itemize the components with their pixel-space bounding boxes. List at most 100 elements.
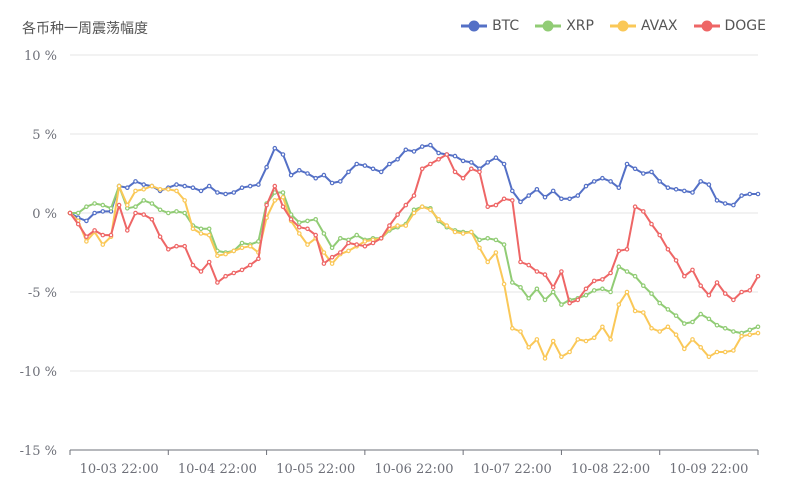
data-point[interactable] <box>624 247 630 252</box>
data-point[interactable] <box>452 153 458 159</box>
data-point[interactable] <box>411 149 417 154</box>
data-point[interactable] <box>166 247 171 252</box>
data-point[interactable] <box>600 286 605 292</box>
data-point[interactable] <box>436 150 441 156</box>
data-point[interactable] <box>280 190 286 195</box>
data-point[interactable] <box>509 280 515 285</box>
data-point[interactable] <box>747 288 753 293</box>
data-point[interactable] <box>567 349 572 355</box>
data-point[interactable] <box>657 329 663 334</box>
data-point[interactable] <box>272 145 278 151</box>
data-point[interactable] <box>100 242 106 247</box>
data-point[interactable] <box>550 289 556 295</box>
data-point[interactable] <box>133 204 138 210</box>
data-point[interactable] <box>280 194 286 200</box>
data-point[interactable] <box>296 231 302 236</box>
data-point[interactable] <box>493 155 499 161</box>
data-point[interactable] <box>182 210 188 216</box>
data-point[interactable] <box>706 182 712 187</box>
data-point[interactable] <box>337 236 343 241</box>
data-point[interactable] <box>509 188 515 194</box>
data-point[interactable] <box>321 231 327 236</box>
data-point[interactable] <box>84 239 89 244</box>
data-point[interactable] <box>272 198 278 203</box>
data-point[interactable] <box>722 291 728 296</box>
data-point[interactable] <box>223 191 228 197</box>
data-point[interactable] <box>321 172 327 178</box>
data-point[interactable] <box>649 169 654 175</box>
data-point[interactable] <box>428 207 433 213</box>
data-point[interactable] <box>231 248 237 254</box>
data-point[interactable] <box>575 297 581 303</box>
data-point[interactable] <box>133 210 138 216</box>
data-point[interactable] <box>362 163 368 168</box>
data-point[interactable] <box>387 161 392 167</box>
data-point[interactable] <box>337 250 343 255</box>
data-point[interactable] <box>600 324 605 330</box>
data-point[interactable] <box>346 169 351 175</box>
data-point[interactable] <box>567 300 572 306</box>
data-point[interactable] <box>84 218 89 224</box>
data-point[interactable] <box>485 160 491 165</box>
data-point[interactable] <box>681 346 687 352</box>
data-point[interactable] <box>559 269 564 274</box>
data-point[interactable] <box>747 191 753 197</box>
data-point[interactable] <box>256 239 261 244</box>
data-point[interactable] <box>280 152 286 157</box>
data-point[interactable] <box>649 221 654 227</box>
data-point[interactable] <box>296 224 302 230</box>
data-point[interactable] <box>190 262 196 268</box>
data-point[interactable] <box>698 344 704 350</box>
data-point[interactable] <box>362 243 368 249</box>
data-point[interactable] <box>755 330 761 336</box>
data-point[interactable] <box>436 217 441 222</box>
data-point[interactable] <box>378 236 384 241</box>
data-point[interactable] <box>722 201 728 206</box>
data-point[interactable] <box>92 201 97 206</box>
data-point[interactable] <box>100 232 106 238</box>
data-point[interactable] <box>550 188 556 194</box>
data-point[interactable] <box>755 191 761 197</box>
data-point[interactable] <box>288 217 294 222</box>
data-point[interactable] <box>526 295 532 301</box>
data-point[interactable] <box>460 175 466 181</box>
data-point[interactable] <box>436 157 441 162</box>
data-point[interactable] <box>378 169 384 175</box>
data-point[interactable] <box>215 280 220 285</box>
data-point[interactable] <box>665 247 671 252</box>
data-point[interactable] <box>419 144 425 149</box>
data-point[interactable] <box>174 182 179 187</box>
data-point[interactable] <box>100 202 106 208</box>
data-point[interactable] <box>174 243 179 249</box>
data-point[interactable] <box>92 228 97 233</box>
data-point[interactable] <box>190 226 196 232</box>
data-point[interactable] <box>215 190 220 195</box>
data-point[interactable] <box>468 166 474 172</box>
data-point[interactable] <box>198 269 204 274</box>
data-point[interactable] <box>591 288 597 293</box>
data-point[interactable] <box>640 283 646 289</box>
data-point[interactable] <box>501 242 507 247</box>
data-point[interactable] <box>731 202 736 208</box>
data-point[interactable] <box>329 245 335 251</box>
data-point[interactable] <box>518 329 523 334</box>
data-point[interactable] <box>731 348 736 353</box>
data-point[interactable] <box>624 289 630 295</box>
data-point[interactable] <box>681 273 687 279</box>
data-point[interactable] <box>108 232 114 238</box>
data-point[interactable] <box>428 161 433 167</box>
data-point[interactable] <box>501 281 507 287</box>
data-point[interactable] <box>411 210 417 216</box>
data-point[interactable] <box>141 182 147 187</box>
data-point[interactable] <box>731 297 736 303</box>
data-point[interactable] <box>608 289 613 295</box>
data-point[interactable] <box>223 273 228 279</box>
data-point[interactable] <box>362 239 368 244</box>
data-point[interactable] <box>722 349 728 355</box>
data-point[interactable] <box>698 311 704 317</box>
data-point[interactable] <box>149 201 155 206</box>
data-point[interactable] <box>673 332 679 338</box>
data-point[interactable] <box>542 194 548 200</box>
legend-item-btc[interactable]: BTC <box>461 18 519 34</box>
data-point[interactable] <box>649 291 654 296</box>
